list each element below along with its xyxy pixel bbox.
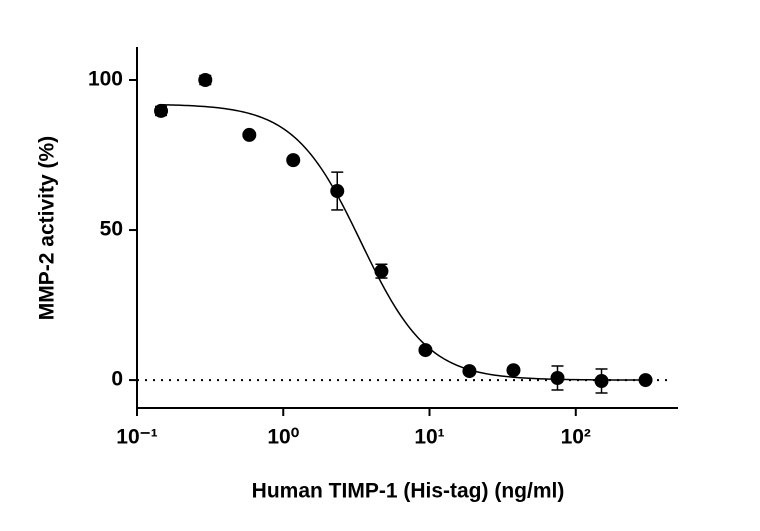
y-tick-label: 50 bbox=[100, 218, 123, 241]
data-point bbox=[462, 364, 477, 379]
x-tick-label: 10² bbox=[561, 426, 591, 449]
x-tick-label: 10⁻¹ bbox=[116, 426, 157, 449]
x-axis-label: Human TIMP-1 (His-tag) (ng/ml) bbox=[252, 480, 565, 503]
x-tick-label: 10¹ bbox=[414, 426, 444, 449]
y-axis-label: MMP-2 activity (%) bbox=[36, 136, 59, 320]
data-point bbox=[330, 184, 345, 199]
data-point bbox=[242, 127, 257, 142]
data-point bbox=[418, 343, 433, 358]
data-point bbox=[550, 370, 565, 385]
y-tick-label: 100 bbox=[88, 68, 123, 91]
data-point bbox=[374, 264, 389, 279]
data-point bbox=[286, 153, 301, 168]
data-point bbox=[154, 103, 169, 118]
fit-curve bbox=[161, 103, 646, 381]
y-tick-label: 0 bbox=[111, 368, 123, 391]
data-point bbox=[638, 373, 653, 388]
x-tick-label: 10⁰ bbox=[267, 426, 299, 449]
data-point bbox=[506, 363, 521, 378]
data-point bbox=[198, 73, 213, 88]
data-point bbox=[594, 373, 609, 388]
